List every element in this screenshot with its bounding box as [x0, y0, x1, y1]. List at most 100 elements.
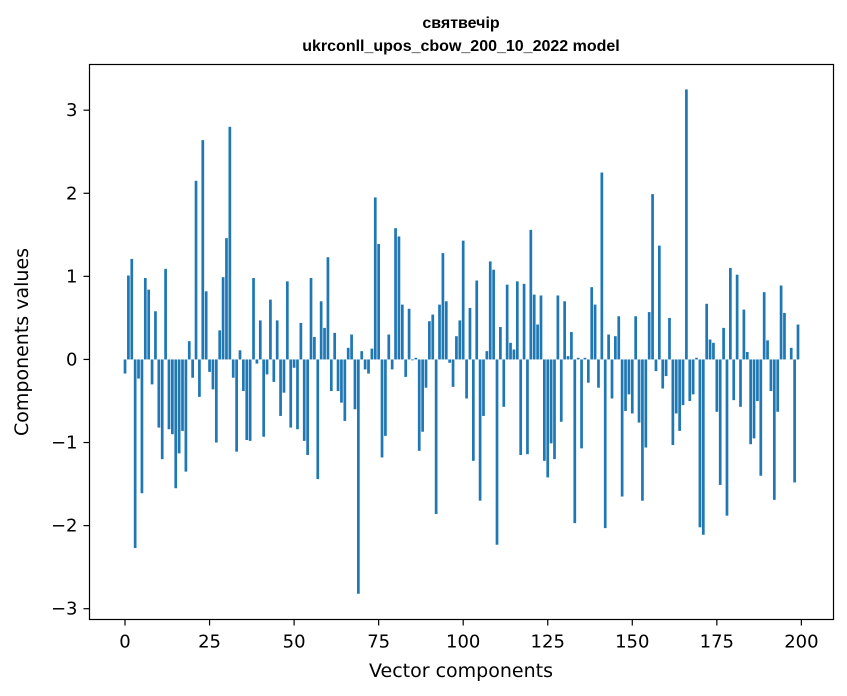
bar-193: [776, 359, 780, 412]
bar-50: [292, 359, 296, 368]
bar-179: [729, 268, 732, 360]
bar-165: [681, 359, 685, 406]
bar-1: [127, 275, 130, 360]
bar-83: [404, 359, 408, 377]
bar-130: [563, 301, 566, 360]
bar-31: [228, 126, 232, 360]
bar-96: [448, 359, 452, 363]
bar-141: [600, 172, 604, 360]
bar-85: [411, 359, 414, 361]
x-tick-label: 50: [283, 632, 306, 653]
bar-17: [181, 359, 184, 431]
bar-172: [705, 303, 709, 360]
bar-72: [367, 359, 370, 374]
bar-146: [617, 316, 621, 360]
bar-169: [695, 357, 698, 360]
bar-94: [441, 253, 445, 360]
bar-112: [502, 359, 506, 407]
bar-189: [762, 292, 766, 360]
bar-18: [184, 359, 188, 472]
bar-45: [275, 320, 279, 360]
bar-181: [735, 274, 739, 360]
bar-156: [651, 194, 654, 360]
bar-180: [732, 359, 736, 401]
bar-148: [624, 359, 627, 411]
bar-138: [590, 287, 594, 360]
y-tick-label: −1: [51, 433, 78, 454]
bar-92: [434, 359, 438, 514]
bar-118: [522, 283, 526, 360]
bar-34: [238, 350, 242, 360]
bar-139: [593, 304, 597, 360]
x-tick-label: 175: [700, 632, 734, 653]
bar-168: [691, 359, 695, 395]
bar-157: [654, 359, 658, 372]
bar-110: [495, 359, 499, 545]
bar-99: [458, 320, 462, 360]
bar-155: [647, 312, 651, 360]
bar-35: [242, 359, 245, 392]
bar-62: [333, 332, 337, 360]
bar-47: [282, 359, 286, 393]
bar-38: [252, 278, 255, 360]
bar-190: [766, 340, 769, 360]
bar-11: [160, 359, 164, 460]
bar-74: [373, 197, 377, 360]
bar-71: [363, 359, 367, 370]
bar-91: [431, 314, 435, 360]
x-tick-label: 200: [784, 632, 818, 653]
bar-109: [492, 269, 495, 360]
bar-24: [204, 291, 208, 360]
y-tick-label: −3: [51, 599, 78, 620]
bar-104: [475, 280, 479, 360]
bar-167: [688, 359, 692, 401]
x-tick-label: 25: [198, 632, 221, 653]
bar-5: [140, 359, 144, 494]
bar-4: [137, 359, 140, 379]
bar-21: [194, 180, 198, 360]
bar-88: [421, 359, 424, 432]
bar-127: [553, 359, 556, 460]
bar-175: [715, 359, 719, 412]
bar-10: [157, 359, 161, 428]
bar-82: [400, 304, 404, 360]
bar-143: [607, 334, 610, 360]
bar-107: [485, 351, 489, 360]
bar-137: [586, 359, 590, 383]
bar-129: [559, 359, 563, 422]
bar-116: [515, 281, 519, 360]
bar-114: [509, 342, 512, 360]
y-tick-label: 1: [66, 266, 77, 287]
bar-55: [309, 278, 313, 360]
bar-187: [756, 359, 759, 401]
bar-113: [505, 284, 509, 360]
bar-0: [123, 359, 127, 374]
bar-28: [218, 330, 222, 360]
bar-16: [177, 359, 181, 454]
bar-75: [377, 243, 380, 360]
bar-93: [438, 304, 441, 360]
bar-199: [796, 324, 800, 360]
bar-56: [313, 337, 316, 360]
bar-174: [712, 342, 715, 360]
x-tick-label: 100: [446, 632, 480, 653]
bar-176: [718, 359, 722, 485]
bar-84: [407, 308, 411, 360]
bar-54: [306, 359, 309, 455]
bar-36: [245, 359, 249, 441]
bar-81: [397, 236, 401, 360]
bar-178: [725, 359, 729, 516]
bar-80: [394, 228, 397, 360]
bar-160: [664, 359, 668, 377]
bar-44: [272, 359, 276, 382]
bar-8: [150, 359, 154, 385]
bar-3: [133, 359, 137, 549]
bar-158: [657, 245, 661, 360]
bar-13: [167, 359, 171, 430]
bar-46: [279, 359, 282, 416]
bar-43: [269, 299, 272, 360]
bar-125: [546, 359, 550, 478]
bar-117: [519, 359, 523, 455]
bar-111: [499, 327, 502, 360]
